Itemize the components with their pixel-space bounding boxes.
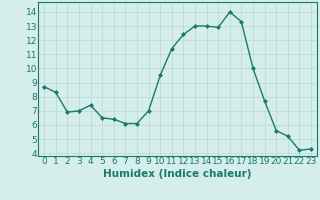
X-axis label: Humidex (Indice chaleur): Humidex (Indice chaleur): [103, 169, 252, 179]
